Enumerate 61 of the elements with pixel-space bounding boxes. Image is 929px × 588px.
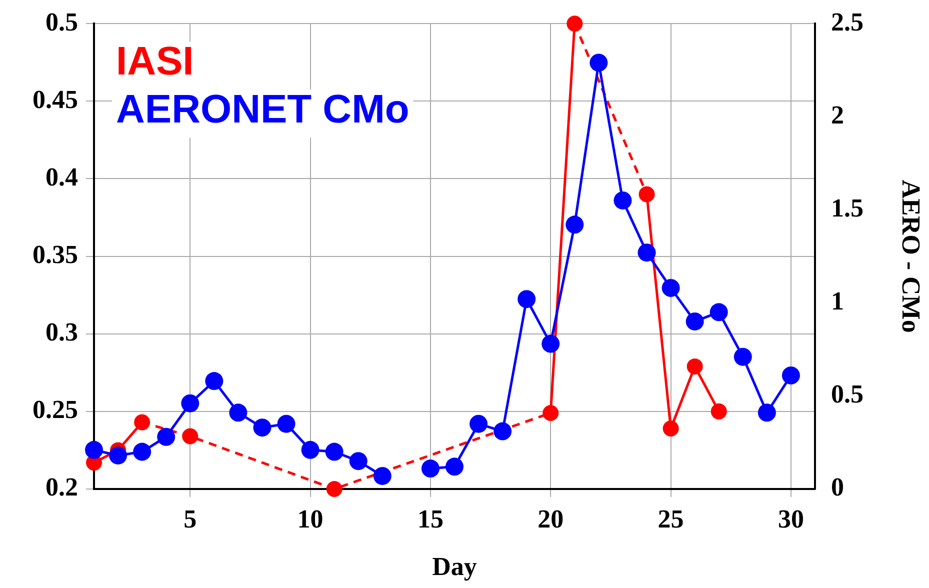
point [566,216,584,234]
y2-tick-label: 1 [831,286,844,316]
x-tick-label: 25 [658,504,684,534]
point [277,414,296,433]
y-tick-label: 0.3 [46,318,78,347]
y-tick-label: 0.45 [32,84,78,114]
text: IASI [116,40,194,84]
x-tick-label: 15 [417,504,444,534]
point [590,54,608,72]
point [710,303,728,322]
point [494,422,512,440]
y2-axis-title: AERO - CMo [896,180,926,333]
point [638,244,656,262]
point [542,404,559,421]
point [518,290,536,308]
point [638,186,655,202]
x-tick-label: 10 [297,504,324,534]
point [253,418,272,437]
point [614,191,632,210]
y2-tick-label: 0.5 [831,380,864,409]
y2-tick-label: 1.5 [831,193,864,222]
point [85,440,103,459]
y2-tick-label: 0 [831,472,844,502]
point [421,460,440,478]
point [734,348,752,366]
y-tick-label: 0.35 [32,240,78,270]
point [301,440,320,459]
point [662,420,679,436]
point [542,334,560,353]
point [134,414,150,430]
y-tick-label: 0.25 [32,395,78,424]
y-tick-label: 0.5 [46,7,78,36]
y2-tick-label: 2.5 [831,7,864,36]
point [782,366,800,384]
point [181,394,200,412]
point [566,16,583,32]
x-tick-label: 30 [778,504,804,534]
point [109,446,128,464]
x-tick-label: 5 [184,504,197,534]
point [325,442,344,461]
point [710,403,727,420]
text: AERONET CMo [116,88,410,132]
point [758,404,776,422]
point [686,312,704,330]
y-tick-label: 0.4 [46,162,78,192]
point [326,481,342,497]
y-tick-label: 0.2 [46,472,78,502]
point [686,358,703,374]
point [373,466,392,485]
point [157,428,176,446]
point [133,442,152,461]
y2-tick-label: 2 [831,100,844,130]
point [446,458,464,476]
x-axis-title: Day [432,552,477,582]
point [349,452,368,470]
point [182,428,198,444]
point [470,414,488,433]
point [229,404,248,422]
x-tick-label: 20 [538,504,564,534]
point [662,278,680,297]
point [205,372,224,390]
